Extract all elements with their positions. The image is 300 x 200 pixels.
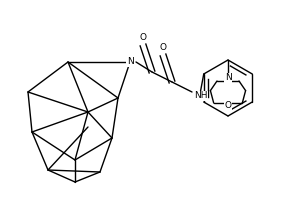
Text: O: O xyxy=(140,32,146,42)
Text: N: N xyxy=(127,58,134,66)
Text: NH: NH xyxy=(194,92,208,100)
Text: O: O xyxy=(224,102,232,110)
Text: O: O xyxy=(160,43,167,51)
Text: N: N xyxy=(225,73,231,82)
